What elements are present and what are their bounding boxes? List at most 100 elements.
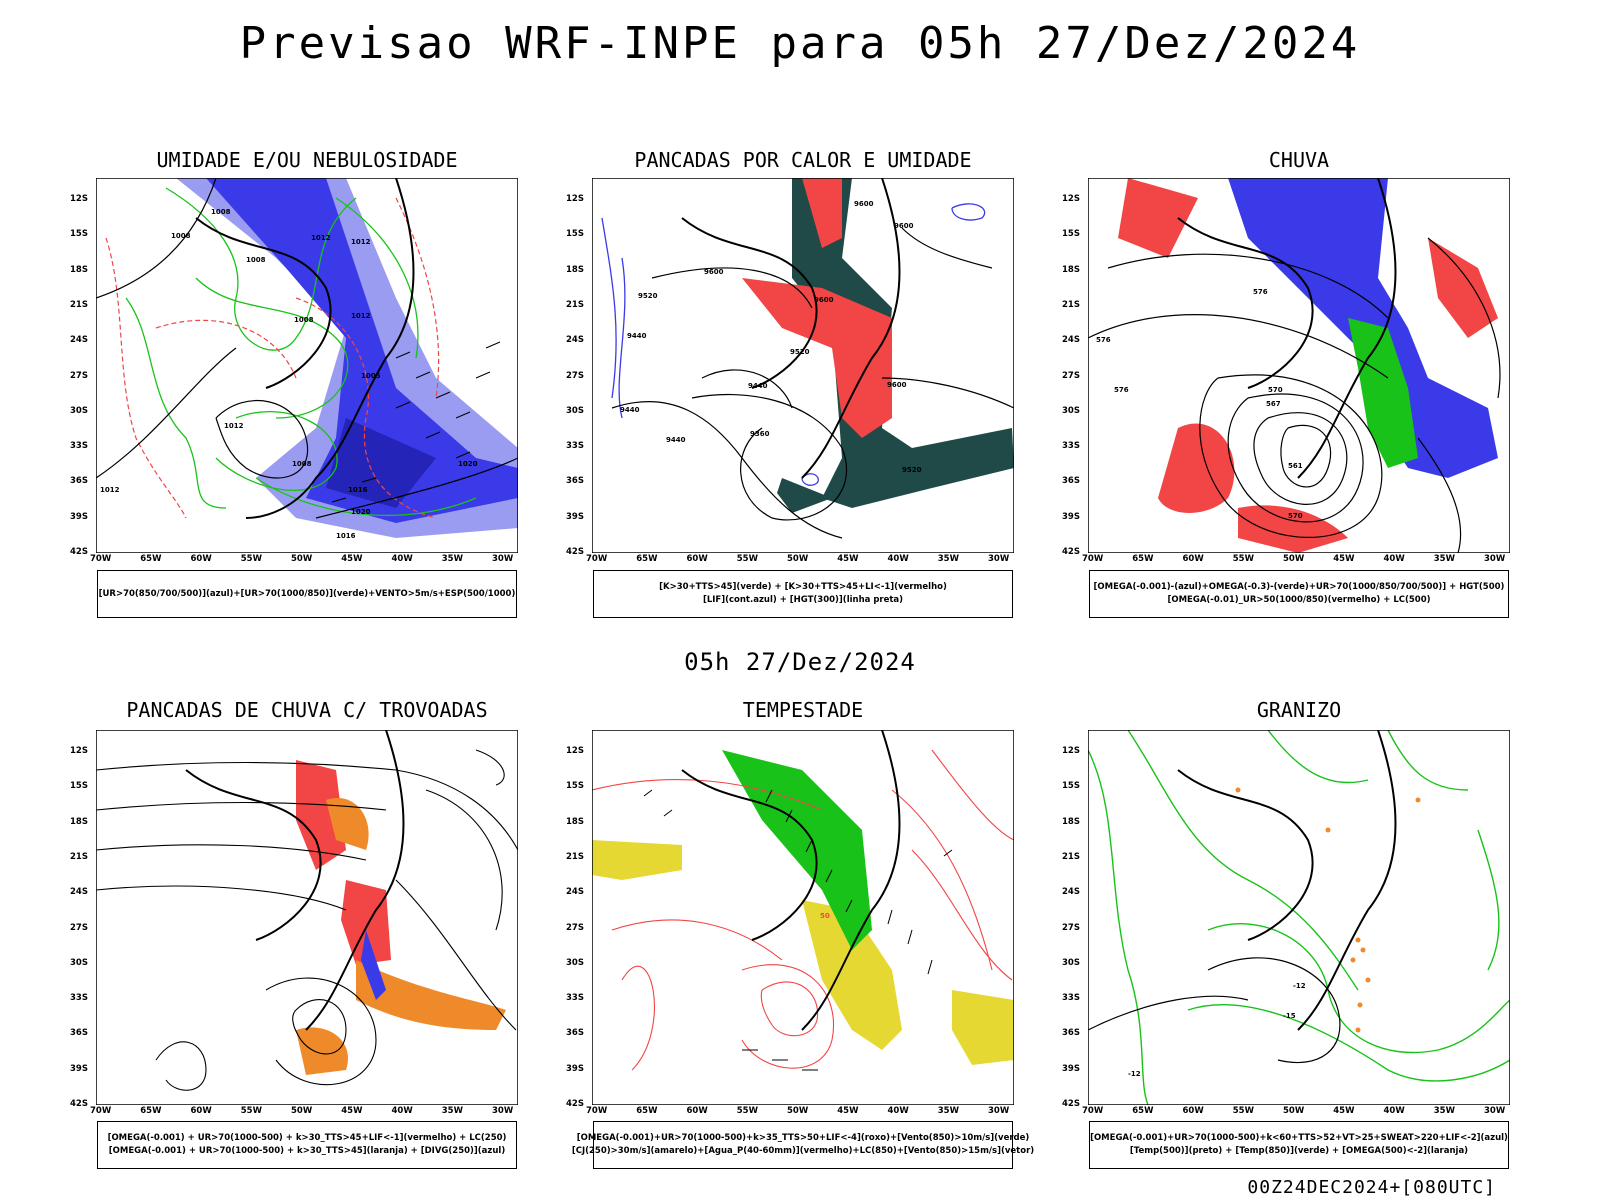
- svg-text:1012: 1012: [224, 422, 244, 430]
- lon-tick-label: 55W: [240, 554, 262, 564]
- svg-text:1020: 1020: [351, 508, 371, 516]
- map-umidade: 1008 1008 1012 1012 1008 1008 1012 1005 …: [96, 178, 518, 553]
- lat-tick-label: 15S: [1062, 781, 1080, 792]
- lon-tick-label: 35W: [937, 1106, 959, 1116]
- lon-tick-label: 65W: [140, 1106, 162, 1116]
- svg-text:1012: 1012: [100, 486, 120, 494]
- lat-tick-label: 12S: [1062, 194, 1080, 204]
- lon-tick-label: 40W: [391, 554, 413, 564]
- lat-tick-label: 12S: [1062, 746, 1080, 756]
- contour-labels: 576 576 576 570 567 561 570: [1096, 288, 1303, 520]
- lon-tick-label: 50W: [291, 1106, 313, 1116]
- lat-tick-label: 30S: [70, 405, 88, 416]
- svg-text:-15: -15: [1283, 1012, 1296, 1020]
- lat-tick-label: 30S: [566, 405, 584, 416]
- panel-title-tempestade: TEMPESTADE: [742, 698, 864, 722]
- svg-text:567: 567: [1266, 400, 1281, 408]
- lat-tick-label: 39S: [566, 511, 584, 522]
- lon-tick-label: 30W: [492, 554, 514, 564]
- svg-text:9440: 9440: [620, 406, 640, 414]
- mid-title: 05h 27/Dez/2024: [684, 648, 916, 676]
- wind-vectors: [331, 341, 501, 503]
- lat-tick-label: 27S: [566, 922, 584, 933]
- lon-tick-label: 30W: [1484, 1106, 1506, 1116]
- panel-title-umidade: UMIDADE E/OU NEBULOSIDADE: [156, 148, 458, 172]
- lat-tick-label: 27S: [1062, 370, 1080, 381]
- lat-tick-label: 33S: [1062, 441, 1080, 452]
- lat-tick-label: 30S: [566, 957, 584, 968]
- svg-text:1012: 1012: [311, 234, 331, 242]
- lat-tick-label: 15S: [566, 229, 584, 240]
- lon-tick-label: 55W: [736, 1106, 758, 1116]
- lat-tick-label: 42S: [1062, 547, 1080, 557]
- lat-tick-label: 12S: [70, 746, 88, 756]
- legend-line: [UR>70(850/700/500)](azul)+[UR>70(1000/8…: [98, 588, 516, 599]
- svg-text:9520: 9520: [638, 292, 658, 300]
- lat-tick-label: 15S: [1062, 229, 1080, 240]
- shading: [742, 178, 1014, 513]
- svg-text:9600: 9600: [704, 268, 724, 276]
- lat-tick-label: 18S: [70, 816, 88, 827]
- contour-label: 50: [820, 912, 830, 920]
- lat-tick-label: 33S: [70, 441, 88, 452]
- svg-text:1012: 1012: [351, 238, 371, 246]
- coastline: [1177, 730, 1397, 1031]
- lon-tick-label: 30W: [988, 1106, 1010, 1116]
- legend-line: [OMEGA(-0.001)-(azul)+OMEGA(-0.3)-(verde…: [1093, 582, 1505, 592]
- lon-tick-label: 50W: [787, 1106, 809, 1116]
- legend-granizo: [OMEGA(-0.001)+UR>70(1000-500)+k<60+TTS>…: [1089, 1121, 1509, 1169]
- contour-labels: 1008 1008 1012 1012 1008 1008 1012 1005 …: [100, 208, 478, 540]
- lat-tick-label: 36S: [1062, 1028, 1080, 1039]
- lat-tick-label: 27S: [1062, 922, 1080, 933]
- legend-line: [LIF](cont.azul) + [HGT(300)](linha pret…: [702, 595, 904, 605]
- svg-text:9600: 9600: [887, 381, 907, 389]
- black-contours: [96, 178, 518, 519]
- lon-tick-label: 30W: [492, 1106, 514, 1116]
- svg-text:1008: 1008: [292, 460, 312, 468]
- lat-tick-label: 39S: [1062, 1063, 1080, 1074]
- lat-tick-label: 30S: [70, 957, 88, 968]
- svg-text:576: 576: [1114, 386, 1129, 394]
- svg-text:570: 570: [1288, 512, 1303, 520]
- lat-tick-label: 36S: [1062, 476, 1080, 487]
- svg-text:576: 576: [1253, 288, 1268, 296]
- lon-tick-label: 65W: [636, 1106, 658, 1116]
- lon-tick-label: 45W: [837, 1106, 859, 1116]
- map-pancadas-calor: 9600 9600 9600 9520 9600 9520 9440 9440 …: [592, 178, 1014, 553]
- coastline: [1177, 178, 1397, 479]
- lon-tick-label: 70W: [586, 1106, 608, 1116]
- lon-tick-label: 60W: [1182, 1106, 1204, 1116]
- lat-tick-label: 36S: [566, 476, 584, 487]
- svg-text:9600: 9600: [814, 296, 834, 304]
- svg-text:1016: 1016: [348, 486, 368, 494]
- legend-line: [OMEGA(-0.001) + UR>70(1000-500) + k>30_…: [107, 1133, 507, 1143]
- lon-tick-label: 35W: [1433, 1106, 1455, 1116]
- lat-tick-label: 27S: [70, 922, 88, 933]
- main-title: Previsao WRF-INPE para 05h 27/Dez/2024: [239, 18, 1361, 69]
- hgt-contours: [1088, 237, 1501, 553]
- map-chuva: 576 576 576 570 567 561 570: [1088, 178, 1510, 553]
- lon-tick-label: 60W: [190, 554, 212, 564]
- lon-tick-label: 45W: [1333, 554, 1355, 564]
- lat-tick-label: 21S: [566, 299, 584, 310]
- lat-tick-label: 39S: [1062, 511, 1080, 522]
- map-trovoadas: [96, 730, 518, 1105]
- lat-tick-label: 15S: [70, 781, 88, 792]
- lat-tick-label: 18S: [1062, 816, 1080, 827]
- svg-text:9600: 9600: [854, 200, 874, 208]
- lat-tick-label: 18S: [566, 264, 584, 275]
- lat-tick-label: 30S: [1062, 957, 1080, 968]
- svg-text:9440: 9440: [666, 436, 686, 444]
- lat-tick-label: 27S: [70, 370, 88, 381]
- lon-tick-label: 55W: [736, 554, 758, 564]
- lon-tick-label: 35W: [441, 554, 463, 564]
- svg-text:1008: 1008: [246, 256, 266, 264]
- lat-tick-label: 21S: [1062, 299, 1080, 310]
- lon-tick-label: 30W: [1484, 554, 1506, 564]
- lon-tick-label: 70W: [90, 1106, 112, 1116]
- lat-tick-label: 39S: [566, 1063, 584, 1074]
- legend-tempestade: [OMEGA(-0.001)+UR>70(1000-500)+k>35_TTS>…: [572, 1121, 1034, 1169]
- hgt-contours: [611, 227, 1014, 539]
- shading: [1118, 178, 1498, 553]
- contour-labels: -12 -15 -12: [1128, 982, 1306, 1078]
